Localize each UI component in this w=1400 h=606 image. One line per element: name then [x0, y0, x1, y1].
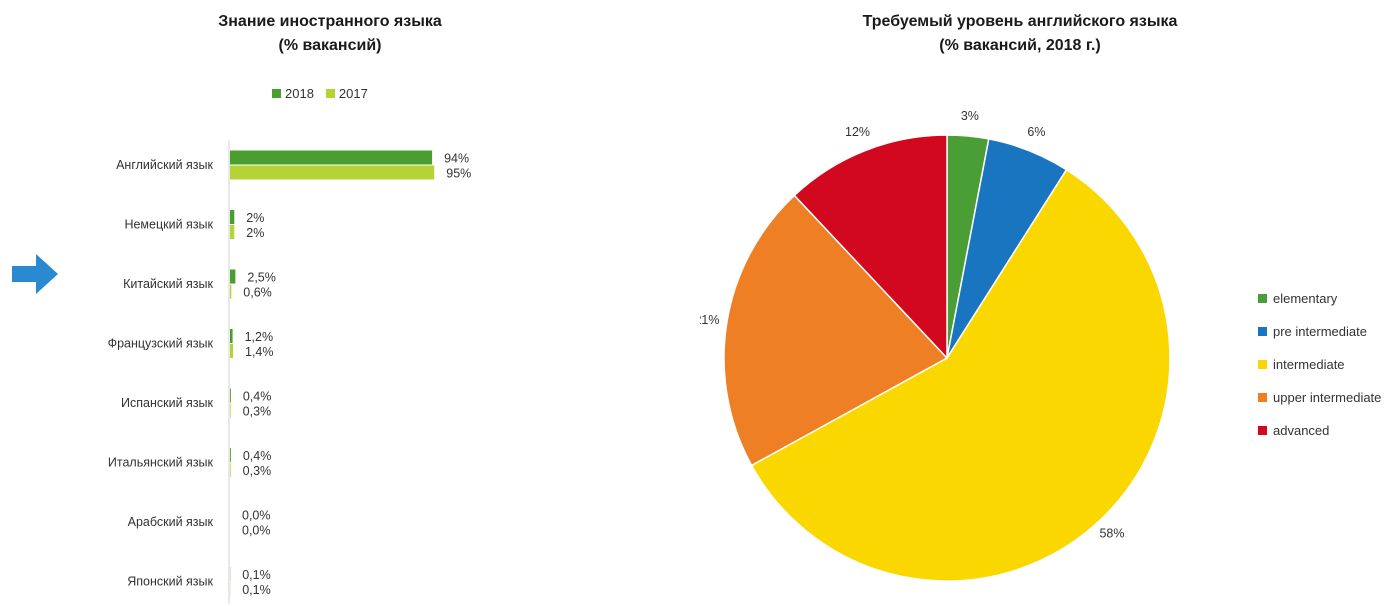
category-label: Итальянский язык	[108, 456, 214, 470]
bar-value-label: 94%	[444, 152, 469, 166]
pie-slice-advanced	[793, 134, 948, 360]
category-label: Английский язык	[116, 158, 213, 172]
pie-chart-title-line1: Требуемый уровень английского языка	[862, 13, 1178, 30]
bar-value-label: 2%	[246, 211, 264, 225]
pie-slice-label: 3%	[961, 109, 979, 123]
bar-chart-title-line2: (% вакансий)	[278, 37, 382, 54]
bar-value-label: 0,3%	[243, 464, 272, 478]
bar-2017	[230, 403, 231, 418]
pie-legend-label: upper intermediate	[1273, 390, 1382, 405]
bar-chart-title: Знание иностранного языка (% вакансий)	[130, 10, 530, 58]
category-label: Арабский язык	[128, 515, 214, 529]
bar-value-label: 0,6%	[243, 286, 271, 300]
pie-chart: 3% 6% 58% 21% 12%	[700, 109, 1171, 582]
bar-2018	[230, 448, 231, 462]
category-label: Испанский язык	[121, 396, 213, 410]
pie-slice-label: 6%	[1027, 125, 1045, 139]
bar-value-label: 0,1%	[242, 583, 271, 597]
pie-legend-swatch	[1258, 426, 1267, 435]
category-label: Японский язык	[127, 575, 213, 589]
category-label: Французский язык	[108, 337, 214, 351]
pie-legend-label: intermediate	[1273, 357, 1345, 372]
bar-value-label: 0,1%	[242, 568, 271, 582]
pie-chart-title-line2: (% вакансий, 2018 г.)	[939, 37, 1101, 54]
pie-slice-label: 58%	[1099, 527, 1124, 541]
pie-chart-title: Требуемый уровень английского языка (% в…	[770, 10, 1270, 58]
bar-value-label: 0,4%	[243, 390, 271, 404]
pie-chart-legend: elementary pre intermediate intermediate up…	[1258, 282, 1381, 447]
bar-value-label: 0,4%	[243, 449, 271, 463]
pie-legend-item-intermediate: intermediate	[1258, 348, 1381, 381]
pie-slice-upper-intermediate	[723, 194, 949, 467]
bar-value-label: 0,0%	[242, 509, 271, 523]
legend-item-2018: 2018	[272, 86, 314, 101]
pie-legend-swatch	[1258, 360, 1267, 369]
category-label: Китайский язык	[123, 277, 213, 291]
bar-2017	[230, 463, 231, 477]
bar-value-label: 95%	[446, 167, 471, 181]
pie-slice-label: 21%	[700, 313, 720, 327]
bar-chart-title-line1: Знание иностранного языка	[218, 13, 442, 30]
legend-item-2017: 2017	[325, 86, 368, 101]
bar-2017	[230, 284, 232, 299]
bar-2018	[230, 329, 233, 343]
bar-value-label: 2%	[246, 226, 264, 240]
pie-legend-item-pre-intermediate: pre intermediate	[1258, 315, 1381, 348]
bar-2017	[230, 225, 235, 239]
bar-value-label: 0,0%	[242, 524, 271, 538]
legend-label-2017: 2017	[338, 86, 368, 101]
bar-value-label: 0,3%	[243, 405, 272, 419]
pie-legend-swatch	[1258, 327, 1267, 336]
pointer-arrow-icon	[12, 254, 58, 294]
bar-value-label: 1,4%	[245, 345, 274, 359]
category-label: Немецкий язык	[124, 218, 213, 232]
bar-2018	[230, 388, 231, 403]
bar-chart: Английский язык 94%95% Немецкий язык 2%2% Ки…	[108, 140, 471, 604]
pie-legend-item-upper-intermediate: upper intermediate	[1258, 381, 1381, 414]
pie-legend-label: pre intermediate	[1273, 324, 1367, 339]
pie-legend-swatch	[1258, 393, 1267, 402]
bar-2018	[230, 269, 236, 284]
pie-legend-label: advanced	[1273, 423, 1330, 438]
legend-swatch-2017	[325, 89, 335, 98]
pie-legend-item-advanced: advanced	[1258, 414, 1381, 447]
bar-2017	[230, 344, 234, 358]
bar-2018	[230, 150, 433, 165]
bar-value-label: 1,2%	[245, 330, 274, 344]
pie-legend-swatch	[1258, 294, 1267, 303]
bar-2018	[230, 210, 235, 224]
bar-2017	[230, 165, 435, 180]
pie-legend-label: elementary	[1273, 291, 1338, 306]
bar-value-label: 2,5%	[247, 271, 276, 285]
legend-swatch-2018	[272, 89, 281, 98]
pie-slice-label: 12%	[845, 125, 870, 139]
pie-legend-item-elementary: elementary	[1258, 282, 1381, 315]
bar-chart-legend: 2018 2017	[272, 86, 380, 101]
legend-label-2018: 2018	[285, 86, 314, 101]
pie-slice-intermediate	[750, 168, 1171, 582]
